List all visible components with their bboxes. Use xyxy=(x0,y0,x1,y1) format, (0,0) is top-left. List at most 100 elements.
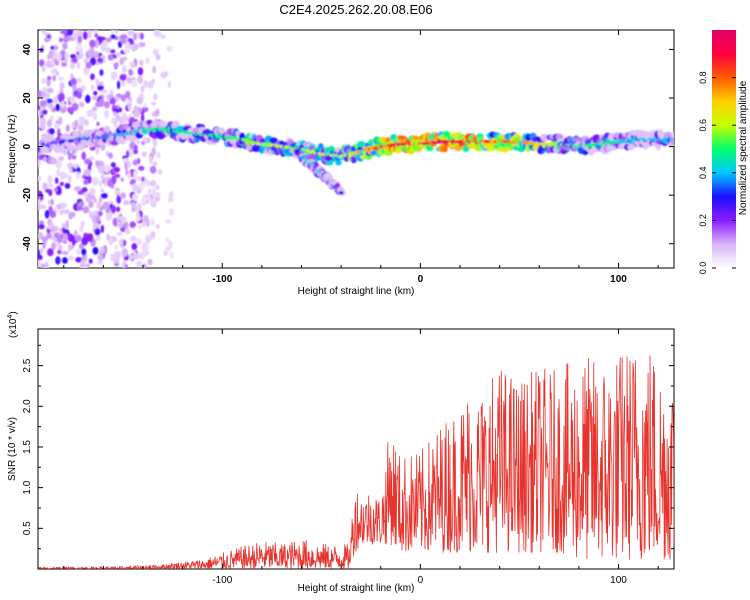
noise-blob xyxy=(38,202,41,211)
noise-blob xyxy=(107,54,114,61)
noise-blob xyxy=(113,250,122,259)
noise-blob xyxy=(82,206,90,214)
noise-blob xyxy=(110,34,116,39)
noise-blob xyxy=(50,226,56,234)
noise-blob xyxy=(147,258,153,266)
noise-blob xyxy=(120,94,127,102)
noise-blob xyxy=(48,103,55,110)
colorbar-ticks: 0.0 0.2 0.4 0.6 0.8 xyxy=(698,71,736,274)
noise-blob xyxy=(112,217,118,227)
noise-blob xyxy=(62,257,68,264)
noise-blob xyxy=(56,160,62,169)
noise-blob xyxy=(127,160,132,169)
snr-y-tick-label: 1.5 xyxy=(22,440,33,454)
noise-blob xyxy=(99,246,106,254)
noise-blob xyxy=(110,71,118,81)
noise-blob xyxy=(68,174,72,184)
noise-blob xyxy=(81,236,89,246)
noise-blob xyxy=(122,239,127,247)
noise-blob xyxy=(152,139,158,148)
noise-blob xyxy=(53,45,59,50)
noise-blob xyxy=(39,47,44,53)
spectral-blob xyxy=(128,134,137,142)
snr-y-tick-label: 0.5 xyxy=(22,521,33,535)
noise-blob xyxy=(131,79,138,88)
noise-blob xyxy=(86,109,93,117)
noise-blob xyxy=(40,30,46,33)
snr-scale-label: (x104) xyxy=(7,311,19,338)
noise-blob xyxy=(122,158,128,164)
colorbar-label: Normalized spectral amplitude xyxy=(738,80,749,215)
noise-blob xyxy=(65,219,69,229)
noise-blob xyxy=(95,160,100,166)
noise-blob xyxy=(38,109,41,118)
noise-blob xyxy=(95,78,100,87)
noise-blob xyxy=(57,249,62,255)
noise-blob xyxy=(97,84,104,91)
ridge-core xyxy=(671,137,674,142)
noise-blob xyxy=(38,220,45,225)
noise-blob xyxy=(59,181,64,187)
noise-blob xyxy=(74,92,79,97)
snr-x-label: Height of straight line (km) xyxy=(298,583,415,594)
noise-blob xyxy=(76,77,82,83)
noise-blob xyxy=(75,46,80,53)
spectrogram-y-tick-label: -20 xyxy=(22,187,33,202)
noise-blob xyxy=(140,113,145,123)
noise-blob xyxy=(109,97,116,105)
noise-blob xyxy=(136,97,143,105)
noise-blob xyxy=(127,102,132,111)
noise-blob xyxy=(80,220,85,227)
noise-blob xyxy=(166,45,173,52)
spectrogram-x-tick-label: -100 xyxy=(212,274,232,285)
noise-blob xyxy=(141,151,147,157)
noise-blob xyxy=(41,64,46,73)
noise-blob xyxy=(81,187,88,193)
noise-blob xyxy=(88,258,93,264)
noise-blob xyxy=(169,190,174,199)
noise-blob xyxy=(166,237,170,244)
noise-blob xyxy=(130,235,137,242)
noise-blob xyxy=(55,103,60,112)
noise-blob xyxy=(69,61,76,70)
noise-blob xyxy=(48,190,53,197)
noise-blob xyxy=(100,224,105,233)
noise-blob xyxy=(163,250,168,257)
noise-blob xyxy=(157,169,163,175)
noise-blob xyxy=(131,206,136,213)
noise-blob xyxy=(47,218,53,227)
noise-blob xyxy=(94,228,101,236)
noise-blob xyxy=(42,241,46,249)
spectral-blob xyxy=(269,137,278,144)
noise-blob xyxy=(50,236,58,242)
noise-blob xyxy=(129,180,134,185)
noise-blob xyxy=(55,71,60,77)
noise-blob xyxy=(115,52,121,58)
noise-blob xyxy=(92,30,99,33)
noise-blob xyxy=(41,236,49,243)
noise-blob xyxy=(147,188,152,195)
noise-blob xyxy=(136,260,143,268)
noise-blob xyxy=(39,194,44,201)
noise-blob xyxy=(86,233,94,242)
noise-blob xyxy=(124,228,131,235)
noise-blob xyxy=(92,111,98,121)
noise-blob xyxy=(151,78,155,84)
noise-blob xyxy=(81,248,87,256)
colorbar-tick-label: 0.4 xyxy=(698,167,708,180)
noise-blob xyxy=(89,57,97,66)
noise-blob xyxy=(116,80,121,90)
noise-blob xyxy=(83,168,91,177)
noise-blob xyxy=(88,200,94,208)
noise-blob xyxy=(83,66,90,76)
noise-blob xyxy=(65,124,70,132)
spectrogram-x-label: Height of straight line (km) xyxy=(298,286,415,297)
spectral-blob xyxy=(357,141,366,148)
noise-blob xyxy=(126,76,133,84)
noise-blob xyxy=(67,255,75,261)
spectral-blob xyxy=(335,159,342,166)
noise-blob xyxy=(78,243,85,250)
noise-blob xyxy=(132,193,139,201)
spectrogram-y-label: Frequency (Hz) xyxy=(7,115,18,184)
noise-blob xyxy=(139,181,145,190)
